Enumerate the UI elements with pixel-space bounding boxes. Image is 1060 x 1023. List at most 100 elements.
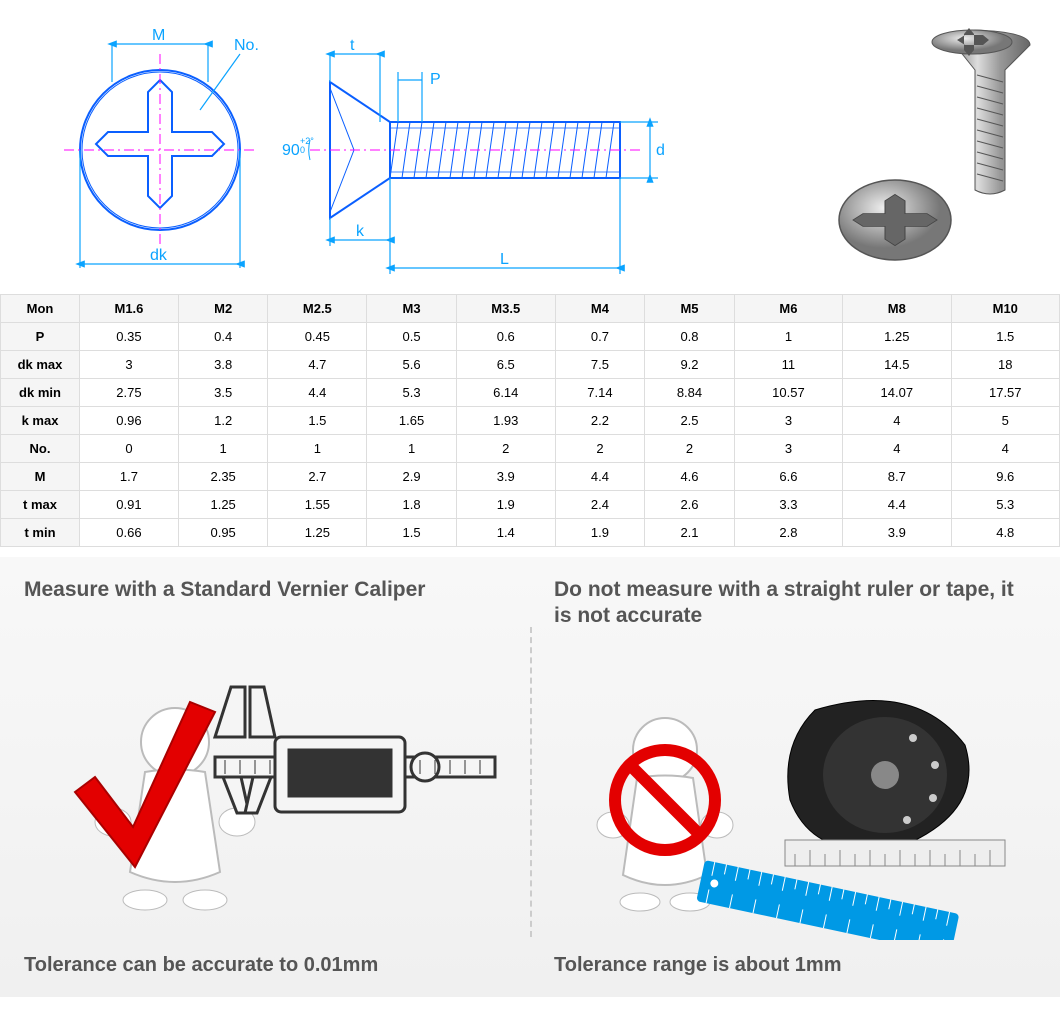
cell: 4.8	[951, 519, 1059, 547]
cell: 4	[951, 435, 1059, 463]
cell: 2.6	[645, 491, 735, 519]
cell: 1	[734, 323, 842, 351]
cell: 2	[645, 435, 735, 463]
cell: 2.4	[555, 491, 645, 519]
cell: 0	[80, 435, 179, 463]
cell: 10.57	[734, 379, 842, 407]
table-row: dk min2.753.54.45.36.147.148.8410.5714.0…	[1, 379, 1060, 407]
cell: 8.7	[843, 463, 951, 491]
cell: 2	[456, 435, 555, 463]
cell: 0.96	[80, 407, 179, 435]
cell: 5.3	[951, 491, 1059, 519]
row-header: No.	[1, 435, 80, 463]
cell: 2.8	[734, 519, 842, 547]
cell: 5.3	[367, 379, 457, 407]
col-header: M4	[555, 295, 645, 323]
cell: 1.8	[367, 491, 457, 519]
cell: 4.4	[843, 491, 951, 519]
cell: 6.6	[734, 463, 842, 491]
cell: 5.6	[367, 351, 457, 379]
dim-label-No: No.	[234, 37, 259, 54]
row-header: P	[1, 323, 80, 351]
cell: 2.9	[367, 463, 457, 491]
row-header: t max	[1, 491, 80, 519]
col-header: M10	[951, 295, 1059, 323]
cell: 2.5	[645, 407, 735, 435]
panel-correct: Measure with a Standard Vernier Caliper	[0, 557, 530, 997]
cell: 1.65	[367, 407, 457, 435]
dim-label-M: M	[152, 27, 165, 44]
engineering-drawing: M No. d k	[0, 10, 810, 290]
table-row: t max0.911.251.551.81.92.42.63.34.45.3	[1, 491, 1060, 519]
dim-label-L: L	[500, 251, 509, 268]
cell: 18	[951, 351, 1059, 379]
panel-wrong-title: Do not measure with a straight ruler or …	[554, 577, 1036, 630]
cell: 0.95	[178, 519, 268, 547]
cell: 0.5	[367, 323, 457, 351]
cell: 3.8	[178, 351, 268, 379]
cell: 1.25	[268, 519, 367, 547]
cell: 0.45	[268, 323, 367, 351]
dim-label-k: k	[356, 223, 365, 240]
cell: 0.4	[178, 323, 268, 351]
cell: 0.66	[80, 519, 179, 547]
cell: 6.14	[456, 379, 555, 407]
cell: 2.2	[555, 407, 645, 435]
cell: 0.6	[456, 323, 555, 351]
dim-label-d: d	[656, 142, 665, 159]
cell: 2.35	[178, 463, 268, 491]
table-row: dk max33.84.75.66.57.59.21114.518	[1, 351, 1060, 379]
cell: 9.2	[645, 351, 735, 379]
cell: 3.5	[178, 379, 268, 407]
cell: 1.5	[268, 407, 367, 435]
col-header: M6	[734, 295, 842, 323]
cell: 1.5	[367, 519, 457, 547]
cell: 3	[80, 351, 179, 379]
col-header: M3.5	[456, 295, 555, 323]
col-header: M2	[178, 295, 268, 323]
table-row: M1.72.352.72.93.94.44.66.68.79.6	[1, 463, 1060, 491]
diagram-row: M No. d k	[0, 0, 1060, 290]
cell: 2.1	[645, 519, 735, 547]
cell: 4	[843, 407, 951, 435]
cell: 0.8	[645, 323, 735, 351]
cell: 3	[734, 435, 842, 463]
table-row: k max0.961.21.51.651.932.22.5345	[1, 407, 1060, 435]
cell: 8.84	[645, 379, 735, 407]
cell: 11	[734, 351, 842, 379]
col-header: M5	[645, 295, 735, 323]
cell: 3	[734, 407, 842, 435]
dim-label-angle: 90	[282, 142, 300, 159]
cell: 3.9	[843, 519, 951, 547]
cell: 14.07	[843, 379, 951, 407]
row-header: t min	[1, 519, 80, 547]
cell: 1.93	[456, 407, 555, 435]
table-row: No.0111222344	[1, 435, 1060, 463]
col-header: M8	[843, 295, 951, 323]
dim-label-t: t	[350, 37, 355, 54]
cell: 1.9	[555, 519, 645, 547]
col-header: M2.5	[268, 295, 367, 323]
cell: 4	[843, 435, 951, 463]
panel-correct-title: Measure with a Standard Vernier Caliper	[24, 577, 506, 603]
cell: 1.5	[951, 323, 1059, 351]
cell: 7.5	[555, 351, 645, 379]
cell: 6.5	[456, 351, 555, 379]
cell: 1.2	[178, 407, 268, 435]
col-header: M1.6	[80, 295, 179, 323]
measurement-guidance: Measure with a Standard Vernier Caliper	[0, 557, 1060, 997]
spec-table: MonM1.6M2M2.5M3M3.5M4M5M6M8M10 P0.350.40…	[0, 294, 1060, 547]
cell: 0.91	[80, 491, 179, 519]
svg-text:0: 0	[300, 145, 305, 155]
panel-wrong: Do not measure with a straight ruler or …	[530, 557, 1060, 997]
row-header: M	[1, 463, 80, 491]
table-row: P0.350.40.450.50.60.70.811.251.5	[1, 323, 1060, 351]
cell: 7.14	[555, 379, 645, 407]
cell: 1.7	[80, 463, 179, 491]
panel-correct-footer: Tolerance can be accurate to 0.01mm	[24, 954, 506, 977]
cell: 14.5	[843, 351, 951, 379]
cell: 4.4	[268, 379, 367, 407]
cell: 1	[268, 435, 367, 463]
cell: 4.7	[268, 351, 367, 379]
panel-wrong-footer: Tolerance range is about 1mm	[554, 954, 1036, 977]
